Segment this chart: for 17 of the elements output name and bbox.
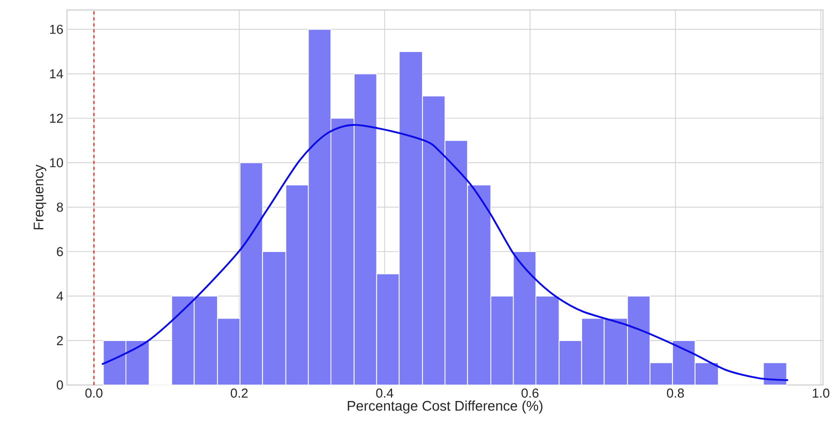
y-tick-label: 2 <box>56 336 63 346</box>
y-tick-label: 14 <box>50 69 64 78</box>
x-tick-label: 0.2 <box>230 388 248 398</box>
x-tick-label: 0.6 <box>522 388 538 398</box>
x-tick-label: 0.4 <box>376 388 394 398</box>
y-axis-title: Frequency <box>34 164 46 230</box>
y-tick-label: 0 <box>56 380 63 390</box>
x-tick-label: 1.0 <box>812 388 830 398</box>
x-tick-label: 0.0 <box>85 388 102 398</box>
y-tick-label: 12 <box>50 114 63 123</box>
x-tick-label: 0.8 <box>666 388 684 398</box>
y-tick-label: 6 <box>56 247 63 256</box>
x-axis-title: Percentage Cost Difference (%) <box>348 400 542 414</box>
y-tick-label: 10 <box>50 158 63 168</box>
y-tick-label: 8 <box>56 202 63 212</box>
y-tick-label: 16 <box>50 24 63 34</box>
y-tick-label: 4 <box>56 292 64 301</box>
